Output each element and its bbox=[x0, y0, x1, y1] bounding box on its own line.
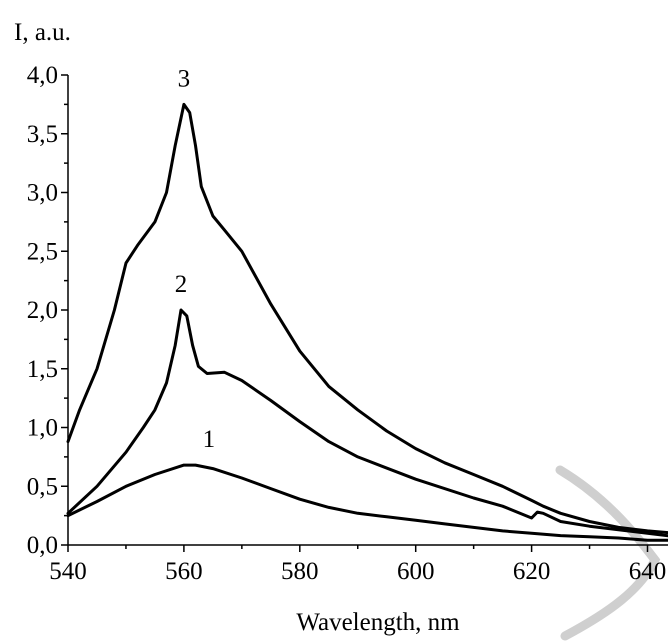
x-tick-label: 580 bbox=[281, 558, 319, 585]
x-tick-label: 600 bbox=[397, 558, 435, 585]
y-tick-label: 4,0 bbox=[27, 62, 58, 89]
y-tick-label: 3,0 bbox=[27, 180, 58, 207]
axis-ticks: 0,0 0,5 1,0 1,5 2,0 2,5 3,0 3,5 4,0 540 560 580 600 6… bbox=[27, 62, 667, 585]
series-group bbox=[66, 102, 668, 542]
watermark-swoosh bbox=[555, 465, 661, 641]
series-label-3: 3 bbox=[178, 65, 191, 92]
plot-area: 0,0 0,5 1,0 1,5 2,0 2,5 3,0 3,5 4,0 540 560 580 600 6… bbox=[27, 62, 668, 585]
x-tick-label: 640 bbox=[629, 558, 667, 585]
series-label-2: 2 bbox=[175, 271, 188, 298]
y-tick-label: 2,5 bbox=[27, 238, 58, 265]
x-tick-label: 540 bbox=[49, 558, 87, 585]
y-tick-label: 3,5 bbox=[27, 121, 58, 148]
y-tick-label: 2,0 bbox=[27, 297, 58, 324]
x-tick-label: 620 bbox=[513, 558, 551, 585]
series-line-2 bbox=[66, 308, 668, 538]
y-axis-title: I, a.u. bbox=[14, 19, 71, 46]
y-tick-label: 1,5 bbox=[27, 356, 58, 383]
series-line-3 bbox=[66, 102, 668, 535]
series-line-1 bbox=[66, 463, 668, 542]
curve-labels: 1 2 3 bbox=[175, 65, 215, 453]
series-label-1: 1 bbox=[203, 426, 216, 453]
y-tick-label: 0,0 bbox=[27, 532, 58, 559]
y-tick-label: 1,0 bbox=[27, 415, 58, 442]
x-tick-label: 560 bbox=[165, 558, 203, 585]
x-axis-title: Wavelength, nm bbox=[296, 609, 460, 636]
y-tick-label: 0,5 bbox=[27, 473, 58, 500]
